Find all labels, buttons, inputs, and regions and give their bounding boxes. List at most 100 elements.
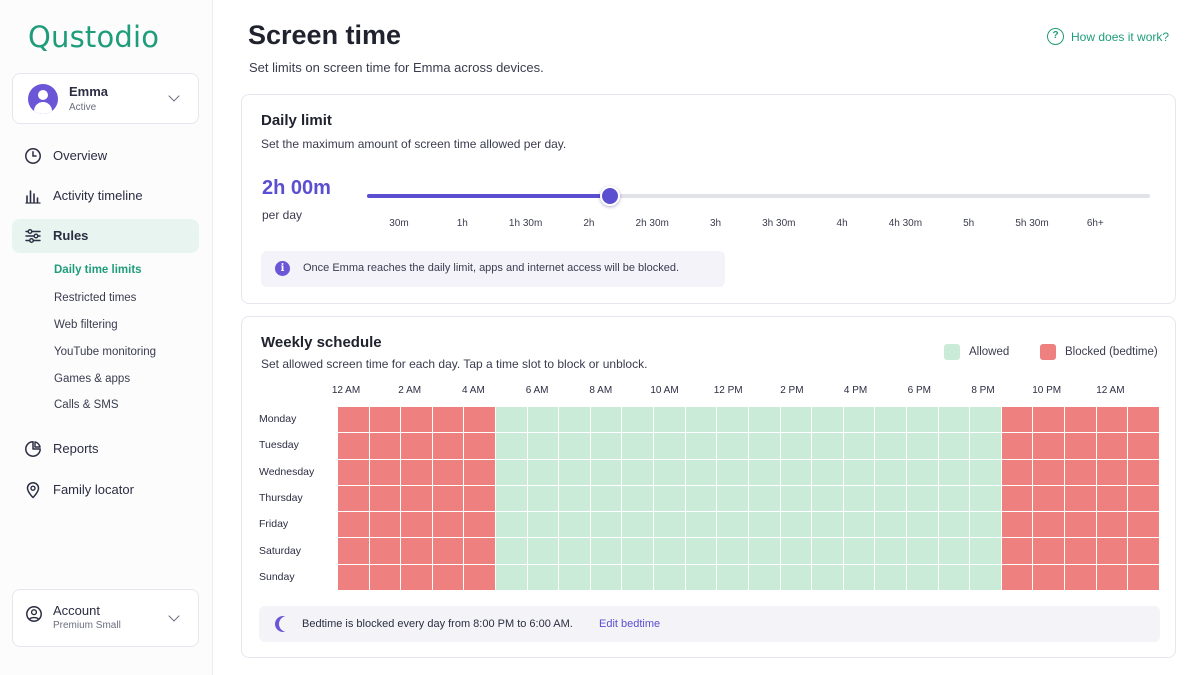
time-slot-cell[interactable]: [717, 564, 749, 592]
time-slot-cell[interactable]: [1065, 512, 1097, 539]
sidebar-subitem-calls-sms[interactable]: Calls & SMS: [54, 399, 119, 411]
time-slot-cell[interactable]: [654, 564, 686, 592]
time-slot-cell[interactable]: [1096, 512, 1129, 539]
time-slot-cell[interactable]: [527, 433, 560, 460]
time-slot-cell[interactable]: [559, 512, 591, 539]
time-slot-cell[interactable]: [401, 512, 433, 539]
time-slot-cell[interactable]: [1033, 538, 1066, 565]
time-slot-cell[interactable]: [432, 485, 465, 513]
time-slot-cell[interactable]: [496, 485, 528, 513]
time-slot-cell[interactable]: [780, 485, 813, 513]
time-slot-cell[interactable]: [780, 538, 813, 565]
time-slot-cell[interactable]: [748, 538, 781, 565]
sidebar-item-overview[interactable]: Overview: [12, 139, 199, 173]
time-slot-cell[interactable]: [812, 564, 844, 592]
time-slot-cell[interactable]: [812, 512, 844, 539]
time-slot-cell[interactable]: [843, 433, 876, 460]
time-slot-cell[interactable]: [875, 407, 907, 434]
time-slot-cell[interactable]: [812, 459, 844, 486]
sidebar-subitem-daily-time-limits[interactable]: Daily time limits: [54, 264, 142, 276]
time-slot-cell[interactable]: [1033, 407, 1066, 434]
edit-bedtime-link[interactable]: Edit bedtime: [599, 618, 661, 630]
time-slot-cell[interactable]: [748, 564, 781, 592]
time-slot-cell[interactable]: [590, 485, 623, 513]
time-slot-cell[interactable]: [590, 407, 623, 434]
time-slot-cell[interactable]: [496, 459, 528, 486]
time-slot-cell[interactable]: [1096, 564, 1129, 592]
time-slot-cell[interactable]: [496, 564, 528, 592]
time-slot-cell[interactable]: [1065, 433, 1097, 460]
time-slot-cell[interactable]: [748, 512, 781, 539]
time-slot-cell[interactable]: [748, 459, 781, 486]
time-slot-cell[interactable]: [1096, 459, 1129, 486]
time-slot-cell[interactable]: [369, 538, 402, 565]
time-slot-cell[interactable]: [622, 564, 655, 592]
time-slot-cell[interactable]: [1065, 485, 1097, 513]
time-slot-cell[interactable]: [432, 459, 465, 486]
time-slot-cell[interactable]: [1128, 485, 1160, 513]
time-slot-cell[interactable]: [369, 459, 402, 486]
time-slot-cell[interactable]: [369, 407, 402, 434]
how-does-it-work-link[interactable]: ? How does it work?: [1047, 28, 1169, 45]
time-slot-cell[interactable]: [527, 564, 560, 592]
time-slot-cell[interactable]: [748, 433, 781, 460]
sidebar-subitem-web-filtering[interactable]: Web filtering: [54, 319, 118, 331]
time-slot-cell[interactable]: [1033, 485, 1066, 513]
time-slot-cell[interactable]: [338, 512, 370, 539]
time-slot-cell[interactable]: [1001, 512, 1034, 539]
time-slot-cell[interactable]: [1096, 407, 1129, 434]
time-slot-cell[interactable]: [843, 407, 876, 434]
time-slot-cell[interactable]: [812, 485, 844, 513]
time-slot-cell[interactable]: [812, 538, 844, 565]
time-slot-cell[interactable]: [717, 459, 749, 486]
time-slot-cell[interactable]: [559, 564, 591, 592]
time-slot-cell[interactable]: [685, 538, 718, 565]
time-slot-cell[interactable]: [1128, 512, 1160, 539]
time-slot-cell[interactable]: [432, 407, 465, 434]
time-slot-cell[interactable]: [970, 459, 1002, 486]
time-slot-cell[interactable]: [654, 433, 686, 460]
time-slot-cell[interactable]: [496, 407, 528, 434]
time-slot-cell[interactable]: [622, 433, 655, 460]
time-slot-cell[interactable]: [875, 564, 907, 592]
time-slot-cell[interactable]: [622, 407, 655, 434]
time-slot-cell[interactable]: [401, 433, 433, 460]
time-slot-cell[interactable]: [1096, 485, 1129, 513]
time-slot-cell[interactable]: [1065, 564, 1097, 592]
time-slot-cell[interactable]: [432, 512, 465, 539]
time-slot-cell[interactable]: [401, 564, 433, 592]
time-slot-cell[interactable]: [906, 512, 939, 539]
time-slot-cell[interactable]: [748, 407, 781, 434]
time-slot-cell[interactable]: [622, 459, 655, 486]
time-slot-cell[interactable]: [906, 564, 939, 592]
time-slot-cell[interactable]: [1001, 433, 1034, 460]
time-slot-cell[interactable]: [748, 485, 781, 513]
sidebar-subitem-games-apps[interactable]: Games & apps: [54, 373, 131, 385]
time-slot-cell[interactable]: [843, 564, 876, 592]
time-slot-cell[interactable]: [875, 538, 907, 565]
time-slot-cell[interactable]: [685, 407, 718, 434]
sidebar-item-reports[interactable]: Reports: [12, 432, 199, 466]
time-slot-cell[interactable]: [1065, 407, 1097, 434]
time-slot-cell[interactable]: [938, 407, 971, 434]
time-slot-cell[interactable]: [464, 564, 497, 592]
time-slot-cell[interactable]: [464, 538, 497, 565]
time-slot-cell[interactable]: [1001, 407, 1034, 434]
time-slot-cell[interactable]: [875, 459, 907, 486]
time-slot-cell[interactable]: [496, 538, 528, 565]
time-slot-cell[interactable]: [559, 459, 591, 486]
time-slot-cell[interactable]: [1065, 459, 1097, 486]
time-slot-cell[interactable]: [875, 433, 907, 460]
time-slot-cell[interactable]: [559, 433, 591, 460]
time-slot-cell[interactable]: [464, 512, 497, 539]
time-slot-cell[interactable]: [654, 538, 686, 565]
time-slot-cell[interactable]: [812, 433, 844, 460]
time-slot-cell[interactable]: [464, 407, 497, 434]
time-slot-cell[interactable]: [843, 459, 876, 486]
time-slot-cell[interactable]: [812, 407, 844, 434]
time-slot-cell[interactable]: [970, 485, 1002, 513]
time-slot-cell[interactable]: [875, 485, 907, 513]
time-slot-cell[interactable]: [654, 459, 686, 486]
time-slot-cell[interactable]: [559, 538, 591, 565]
time-slot-cell[interactable]: [369, 433, 402, 460]
